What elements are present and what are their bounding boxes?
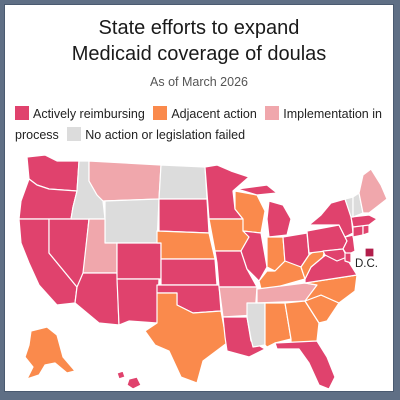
legend-item-actively-reimbursing: Actively reimbursing: [15, 104, 145, 125]
legend-item-implementation: Implementation in process: [15, 106, 382, 142]
dc-label: D.C.: [355, 258, 378, 270]
state-wy: [104, 198, 160, 244]
state-me: [358, 168, 388, 214]
legend: Actively reimbursing Adjacent action Imp…: [15, 104, 391, 146]
legend-swatch-implementation: [265, 106, 280, 120]
title-line-1: State efforts to expand: [98, 17, 300, 39]
title-line-2: Medicaid coverage of doulas: [71, 43, 327, 65]
state-hi: [116, 370, 142, 390]
legend-label-actively-reimbursing: Actively reimbursing: [33, 107, 145, 121]
legend-item-adjacent-action: Adjacent action: [153, 104, 257, 125]
state-nm: [116, 278, 160, 326]
state-fl: [274, 340, 336, 390]
state-dc: [364, 247, 375, 258]
legend-label-adjacent-action: Adjacent action: [171, 107, 257, 121]
state-ri: [362, 224, 370, 236]
state-ak: [24, 326, 76, 380]
state-nc: [304, 274, 358, 304]
subtitle-date: As of March 2026: [150, 75, 248, 89]
us-state-map: [18, 154, 388, 390]
state-ks: [160, 258, 218, 286]
chart-title: State efforts to expand Medicaid coverag…: [5, 15, 393, 67]
state-de: [344, 252, 352, 264]
legend-swatch-adjacent-action: [153, 106, 168, 120]
state-ne: [156, 230, 216, 260]
state-md: [322, 248, 348, 262]
state-az: [74, 272, 120, 326]
legend-swatch-actively-reimbursing: [15, 106, 29, 120]
state-sd: [158, 198, 210, 234]
state-nd: [158, 164, 208, 200]
legend-swatch-no-action: [67, 127, 82, 141]
state-mi: [236, 184, 292, 238]
state-ma: [350, 214, 378, 228]
legend-item-no-action: No action or legislation failed: [67, 125, 245, 146]
legend-label-no-action: No action or legislation failed: [85, 128, 246, 142]
state-tx: [144, 292, 228, 384]
state-il: [240, 230, 268, 282]
infographic-card: State efforts to expand Medicaid coverag…: [4, 4, 394, 392]
state-mt: [88, 160, 162, 202]
legend-label-implementation: Implementation in process: [15, 107, 382, 142]
state-co: [116, 242, 162, 280]
